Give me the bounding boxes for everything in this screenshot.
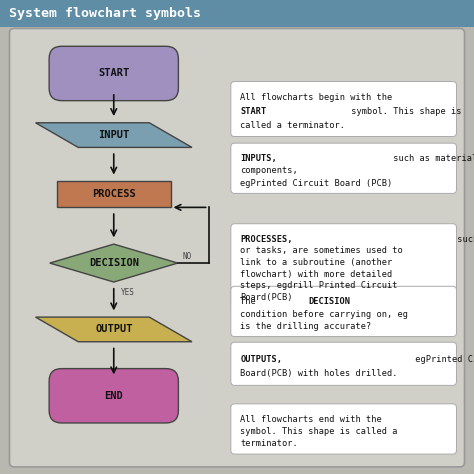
- Text: is the drilling accurate?: is the drilling accurate?: [240, 322, 372, 331]
- Text: All flowcharts begin with the: All flowcharts begin with the: [240, 93, 392, 102]
- Text: such as activities: such as activities: [452, 235, 474, 244]
- Text: link to a subroutine (another: link to a subroutine (another: [240, 258, 392, 267]
- Text: DECISION: DECISION: [309, 297, 350, 306]
- FancyBboxPatch shape: [231, 224, 456, 307]
- Text: END: END: [104, 391, 123, 401]
- Text: steps, egdrill Printed Circuit: steps, egdrill Printed Circuit: [240, 281, 398, 290]
- Text: PROCESS: PROCESS: [92, 189, 136, 200]
- Text: egPrinted Circuit: egPrinted Circuit: [410, 355, 474, 364]
- FancyBboxPatch shape: [0, 0, 474, 27]
- Text: INPUTS,: INPUTS,: [240, 154, 277, 163]
- Text: called a terminator.: called a terminator.: [240, 120, 346, 129]
- Text: YES: YES: [121, 288, 135, 297]
- FancyBboxPatch shape: [57, 181, 171, 208]
- Text: The: The: [240, 297, 261, 306]
- Text: symbol. This shape is: symbol. This shape is: [346, 107, 462, 116]
- FancyBboxPatch shape: [231, 82, 456, 137]
- Text: INPUT: INPUT: [98, 130, 129, 140]
- Text: Board(PCB) with holes drilled.: Board(PCB) with holes drilled.: [240, 369, 398, 378]
- Text: START: START: [98, 68, 129, 79]
- FancyBboxPatch shape: [231, 143, 456, 193]
- Text: Board(PCB): Board(PCB): [240, 293, 293, 302]
- Text: condition before carrying on, eg: condition before carrying on, eg: [240, 310, 408, 319]
- FancyBboxPatch shape: [49, 46, 178, 100]
- FancyBboxPatch shape: [231, 404, 456, 454]
- Text: symbol. This shape is called a: symbol. This shape is called a: [240, 427, 398, 436]
- Polygon shape: [36, 317, 192, 342]
- Text: such as materials or: such as materials or: [388, 154, 474, 163]
- Text: START: START: [240, 107, 266, 116]
- FancyBboxPatch shape: [231, 286, 456, 337]
- FancyBboxPatch shape: [9, 28, 465, 467]
- Polygon shape: [50, 244, 178, 282]
- FancyBboxPatch shape: [49, 369, 178, 423]
- Text: flowchart) with more detailed: flowchart) with more detailed: [240, 270, 392, 279]
- Text: NO: NO: [182, 252, 192, 261]
- Text: All flowcharts end with the: All flowcharts end with the: [240, 415, 387, 424]
- Polygon shape: [36, 123, 192, 147]
- FancyBboxPatch shape: [231, 342, 456, 385]
- Text: egPrinted Circuit Board (PCB): egPrinted Circuit Board (PCB): [240, 179, 392, 188]
- Text: DECISION: DECISION: [89, 258, 139, 268]
- Text: System flowchart symbols: System flowchart symbols: [9, 7, 201, 20]
- Text: OUTPUT: OUTPUT: [95, 324, 133, 335]
- Text: PROCESSES,: PROCESSES,: [240, 235, 293, 244]
- Text: OUTPUTS,: OUTPUTS,: [240, 355, 283, 364]
- Text: components,: components,: [240, 166, 298, 175]
- Text: terminator.: terminator.: [240, 439, 298, 448]
- Text: or tasks, are sometimes used to: or tasks, are sometimes used to: [240, 246, 403, 255]
